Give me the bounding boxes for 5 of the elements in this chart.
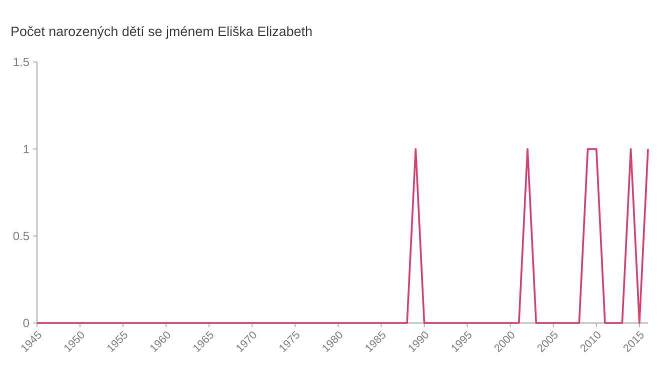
y-tick-label: 0.5 [13,232,29,240]
y-tick-label: 1 [24,144,29,154]
y-tick-label: 0 [23,318,30,328]
chart-title: Počet narozených dětí se jménem Eliška Elizabeth [12,26,312,39]
y-tick-label: 1.5 [14,58,29,66]
